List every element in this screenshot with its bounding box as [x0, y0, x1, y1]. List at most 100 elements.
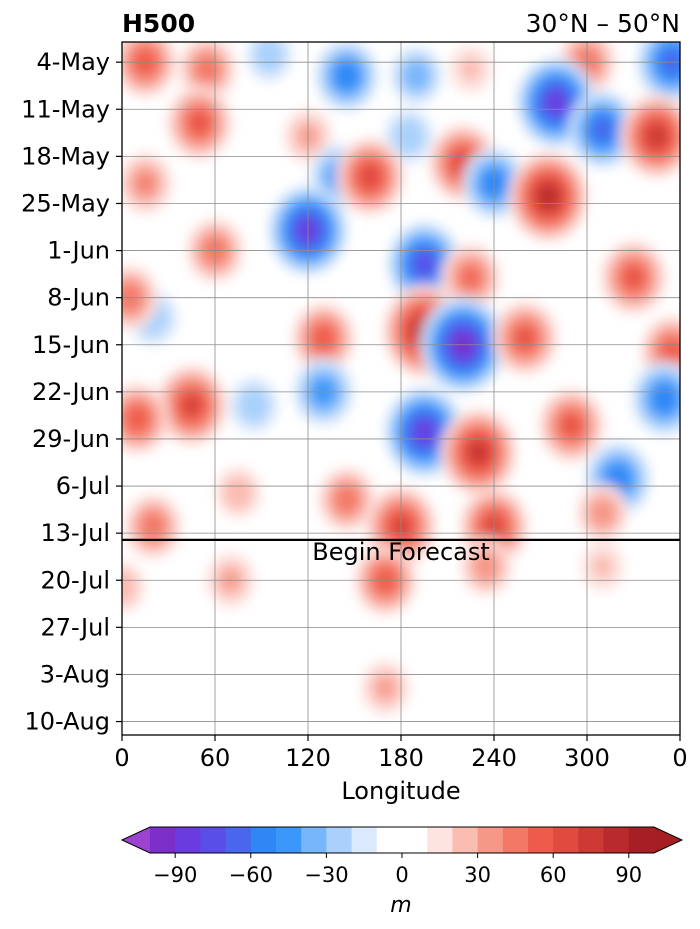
anomaly-level: [230, 484, 246, 502]
anomaly-level: [464, 270, 477, 285]
anomaly-blob: [440, 408, 517, 497]
colorbar-extend-low: [122, 827, 150, 853]
anomaly-blob: [576, 483, 629, 543]
anomaly-level: [459, 56, 482, 82]
anomaly-blob: [122, 42, 177, 98]
anomaly-blob: [460, 537, 513, 596]
anomaly-level: [652, 130, 662, 142]
anomaly-blob: [508, 151, 589, 242]
colorbar-tick-label: −30: [304, 863, 348, 887]
anomaly-blob: [215, 466, 262, 519]
anomaly-blob: [631, 361, 680, 436]
anomaly-level: [551, 97, 561, 108]
x-tick-label: 0: [114, 744, 129, 772]
colorbar-tick-label: 90: [615, 863, 642, 887]
y-tick-label: 20-Jul: [41, 566, 111, 594]
y-tick-label: 22-Jun: [32, 378, 110, 406]
anomaly-blob: [229, 377, 279, 433]
anomaly-level: [341, 493, 353, 506]
y-tick-label: 3-Aug: [40, 660, 110, 688]
anomaly-level: [566, 419, 577, 432]
chart-title-right: 30°N – 50°N: [526, 9, 680, 38]
y-axis-date: 4-May 11-May 18-May 25-May 1-Jun 8-Jun 15-Jun 2…: [21, 48, 122, 736]
anomaly-level: [596, 505, 609, 521]
anomaly-level: [543, 191, 553, 202]
anomaly-level: [667, 345, 678, 358]
y-tick-label: 8-Jun: [47, 284, 110, 312]
anomaly-blob: [122, 560, 145, 613]
colorbar-swatch: [326, 827, 353, 853]
anomaly-blob: [122, 152, 173, 215]
colorbar-swatch: [427, 827, 453, 853]
anomaly-level: [122, 578, 130, 596]
anomaly-blob: [568, 90, 637, 169]
x-tick-label: 300: [564, 744, 610, 772]
anomaly-blob: [428, 124, 498, 202]
anomaly-level: [419, 258, 429, 270]
colorbar-tick-label: −60: [229, 863, 273, 887]
anomaly-level: [132, 412, 143, 425]
x-tick-label: 60: [200, 744, 231, 772]
anomaly-level: [458, 157, 468, 169]
x-tick-label: 0: [672, 744, 687, 772]
colorbar-swatch: [477, 827, 504, 853]
y-tick-label: 6-Jul: [56, 472, 110, 500]
colorbar-swatch: [603, 827, 630, 853]
colorbar: −90 −60 −30 0 30 60 90: [120, 826, 684, 887]
colorbar-swatch: [351, 827, 378, 853]
colorbar-swatch: [301, 827, 327, 853]
colorbar-swatch: [150, 827, 176, 853]
anomaly-level: [261, 46, 277, 65]
y-tick-label: 13-Jul: [41, 519, 111, 547]
anomaly-level: [591, 554, 614, 579]
anomaly-blob: [390, 46, 443, 105]
colorbar-tick-label: 30: [464, 863, 491, 887]
colorbar-tick-label: 60: [540, 863, 567, 887]
anomaly-blob: [580, 542, 625, 592]
anomaly-level: [473, 446, 484, 458]
colorbar-swatch: [502, 827, 529, 853]
x-axis-label: Longitude: [341, 777, 460, 805]
colorbar-swatch: [628, 827, 655, 853]
colorbar-swatch: [175, 827, 201, 853]
anomaly-blob: [449, 44, 493, 94]
anomaly-level: [138, 175, 153, 191]
anomaly-level: [318, 332, 329, 344]
colorbar-outline: [120, 826, 684, 854]
colorbar-swatch: [578, 827, 605, 853]
x-tick-label: 120: [285, 744, 331, 772]
y-tick-label: 18-May: [21, 142, 110, 170]
colorbar-swatch: [376, 827, 428, 853]
forecast-label: Begin Forecast: [312, 538, 490, 566]
colorbar-extend-high: [654, 827, 682, 853]
y-tick-label: 11-May: [21, 95, 110, 123]
anomaly-blob: [538, 388, 605, 463]
anomaly-blob: [156, 364, 228, 446]
anomaly-level: [147, 519, 159, 533]
anomaly-blob: [318, 467, 376, 532]
anomaly-level: [659, 392, 670, 405]
y-tick-label: 25-May: [21, 189, 110, 217]
colorbar-swatch: [200, 827, 227, 853]
colorbar-swatch: [553, 827, 579, 853]
x-axis-longitude: 0 60 120 180 240 300 0: [114, 735, 688, 772]
colorbar-swatch: [452, 827, 479, 853]
anomaly-blob: [492, 300, 558, 376]
anomaly-blob: [361, 660, 410, 716]
anomaly-level: [519, 331, 531, 345]
colorbar-tick-label: 0: [395, 863, 408, 887]
anomaly-blob: [440, 243, 501, 312]
anomaly-level: [341, 69, 352, 82]
colorbar-tick-label: −90: [153, 863, 197, 887]
anomaly-level: [186, 399, 197, 412]
anomaly-level: [194, 116, 205, 129]
anomaly-level: [400, 126, 417, 146]
anomaly-blob: [335, 137, 405, 216]
colorbar-label: m: [390, 893, 411, 918]
y-tick-label: 10-Aug: [24, 708, 110, 736]
y-tick-label: 15-Jun: [32, 331, 110, 359]
y-tick-label: 29-Jun: [32, 425, 110, 453]
anomaly-blob: [166, 85, 233, 160]
anomaly-level: [597, 123, 608, 136]
anomaly-level: [365, 171, 375, 183]
